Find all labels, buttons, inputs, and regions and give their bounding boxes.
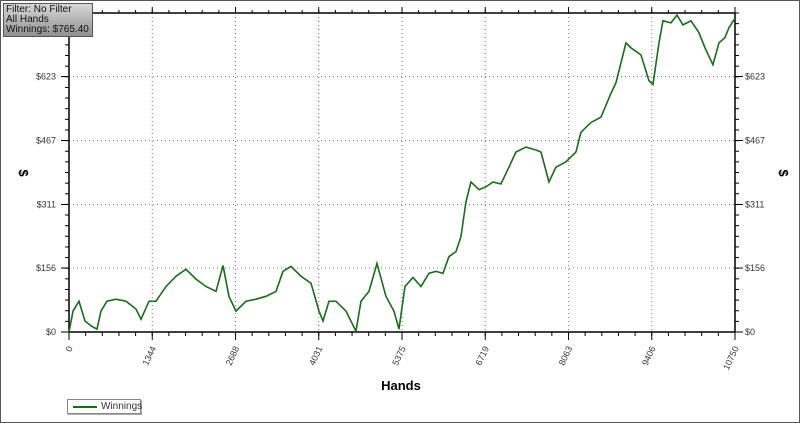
y-tick-label: $623 (36, 72, 56, 82)
y-tick-label-right: $0 (745, 327, 755, 337)
hands-text: All Hands (6, 14, 49, 25)
y-tick-label: $311 (37, 199, 56, 209)
x-tick-label: 1344 (141, 345, 159, 367)
y-tick-label-right: $311 (745, 199, 764, 209)
y-tick-label-right: $623 (745, 72, 765, 82)
x-tick-label: 5375 (390, 345, 408, 367)
y-axis-title: $ (16, 169, 31, 177)
info-box: Filter: No Filter All Hands Winnings: $7… (3, 3, 93, 37)
x-tick-label: 9406 (640, 345, 658, 367)
legend-swatch (73, 406, 97, 408)
y-tick-label-right: $156 (745, 263, 765, 273)
filter-text: Filter: No Filter (6, 4, 72, 15)
y-tick-label: $0 (46, 327, 56, 337)
legend-label: Winnings (101, 401, 143, 412)
y-tick-label-right: $467 (745, 136, 765, 146)
winnings-text: Winnings: $765.40 (6, 24, 89, 35)
x-tick-label: 0 (64, 345, 75, 354)
y-tick-label: $156 (36, 263, 56, 273)
x-tick-label: 6719 (474, 345, 492, 367)
plot-area (69, 13, 735, 332)
x-axis-title: Hands (381, 378, 421, 393)
x-tick-label: 10750 (721, 345, 741, 372)
x-tick-label: 2688 (224, 345, 242, 367)
x-tick-label: 8063 (557, 345, 575, 367)
winnings-line (68, 13, 736, 334)
legend: Winnings (67, 399, 143, 414)
y-tick-label: $467 (36, 136, 56, 146)
y-axis-title-right: $ (776, 169, 791, 177)
x-tick-label: 4031 (307, 345, 325, 367)
